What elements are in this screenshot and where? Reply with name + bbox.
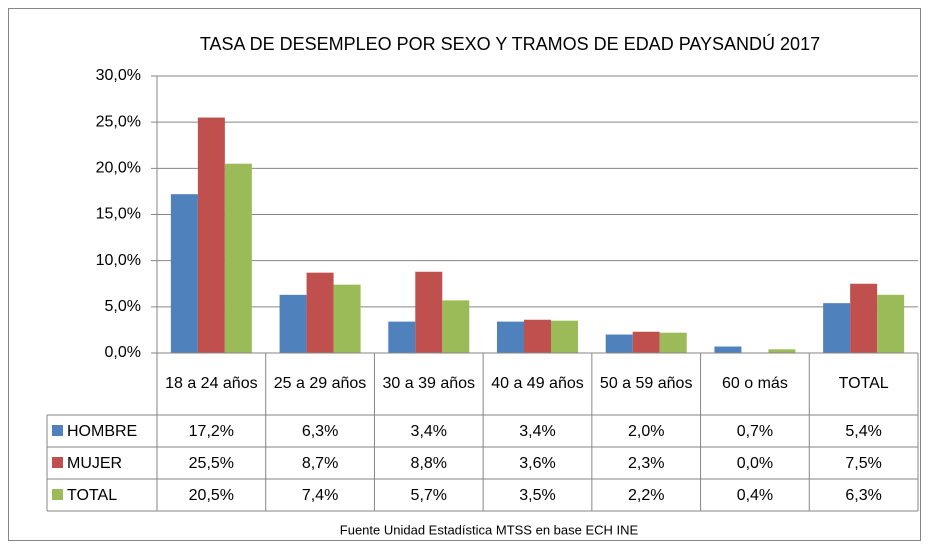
table-cell: 0,4%: [737, 487, 773, 504]
legend-key: [52, 425, 63, 436]
bar: [524, 319, 551, 353]
bar: [714, 346, 742, 353]
x-tick-label: 40 a 49 años: [491, 375, 584, 392]
category-cell: 50 a 59 años: [599, 375, 693, 392]
bar: [605, 334, 633, 353]
legend-label: HOMBRE: [67, 423, 137, 440]
table-cell: 5,7%: [411, 487, 447, 504]
bar: [442, 300, 470, 353]
bar: [415, 271, 443, 353]
x-tick-label: 25 a 29 años: [273, 375, 367, 392]
table-cell: 0,7%: [737, 423, 773, 440]
y-tick-label: 15,0%: [96, 206, 141, 223]
y-tick-label: 25,0%: [96, 113, 141, 130]
category-cell: 30 a 39 años: [382, 375, 476, 392]
bar: [659, 332, 687, 353]
bar: [388, 321, 416, 353]
bar: [850, 283, 878, 353]
category-cell: 40 a 49 años: [491, 375, 584, 392]
table-cell: 6,3%: [302, 423, 338, 440]
table-cell: 8,8%: [411, 455, 447, 472]
legend-key: [52, 457, 63, 468]
table-cell: 0,0%: [737, 455, 773, 472]
category-cell: 60 o más: [722, 375, 788, 392]
x-tick-label: 60 o más: [722, 375, 788, 392]
bar: [632, 331, 660, 353]
table-cell: 17,2%: [189, 423, 234, 440]
table-cell: 7,4%: [302, 487, 338, 504]
chart-title: TASA DE DESEMPLEO POR SEXO Y TRAMOS DE E…: [200, 33, 820, 54]
y-tick-label: 20,0%: [96, 160, 141, 177]
bar: [197, 117, 225, 353]
source-note: Fuente Unidad Estadística MTSS en base E…: [340, 522, 639, 537]
bar: [877, 294, 905, 353]
bar: [170, 194, 198, 353]
x-tick-label: TOTAL: [838, 375, 889, 392]
legend-key: [52, 489, 63, 500]
bar: [224, 163, 252, 353]
table-cell: 8,7%: [302, 455, 338, 472]
bar: [823, 303, 851, 353]
table-cell: 5,4%: [845, 423, 881, 440]
table-cell: 3,4%: [519, 423, 555, 440]
y-tick-label: 5,0%: [105, 298, 141, 315]
x-tick-label: 30 a 39 años: [382, 375, 476, 392]
bar: [306, 272, 334, 353]
table-cell: 3,4%: [411, 423, 447, 440]
table-cell: 25,5%: [189, 455, 234, 472]
x-tick-label: 50 a 59 años: [599, 375, 693, 392]
bar: [768, 349, 796, 353]
y-tick-label: 30,0%: [96, 67, 141, 84]
bar: [333, 284, 361, 353]
table-cell: 2,3%: [628, 455, 664, 472]
bar: [279, 294, 307, 353]
x-tick-label: 18 a 24 años: [165, 375, 258, 392]
chart-border: [8, 8, 921, 541]
category-cell: 25 a 29 años: [273, 375, 367, 392]
legend-label: TOTAL: [67, 487, 117, 504]
bar: [497, 321, 524, 353]
table-cell: 2,0%: [628, 423, 664, 440]
table-cell: 20,5%: [189, 487, 234, 504]
table-cell: 7,5%: [845, 455, 881, 472]
y-tick-label: 10,0%: [96, 252, 141, 269]
table-cell: 3,5%: [519, 487, 555, 504]
category-cell: 18 a 24 años: [165, 375, 258, 392]
legend-label: MUJER: [67, 455, 122, 472]
table-cell: 3,6%: [519, 455, 555, 472]
table-cell: 2,2%: [628, 487, 664, 504]
y-tick-label: 0,0%: [105, 344, 141, 361]
category-cell: TOTAL: [838, 375, 889, 392]
table-cell: 6,3%: [845, 487, 881, 504]
bar: [551, 320, 578, 353]
